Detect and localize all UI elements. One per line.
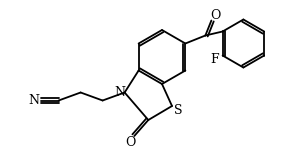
- Text: N: N: [114, 86, 125, 99]
- Text: F: F: [210, 53, 219, 66]
- Text: S: S: [174, 104, 182, 117]
- Text: O: O: [210, 9, 221, 22]
- Text: O: O: [125, 135, 136, 149]
- Text: N: N: [28, 94, 39, 107]
